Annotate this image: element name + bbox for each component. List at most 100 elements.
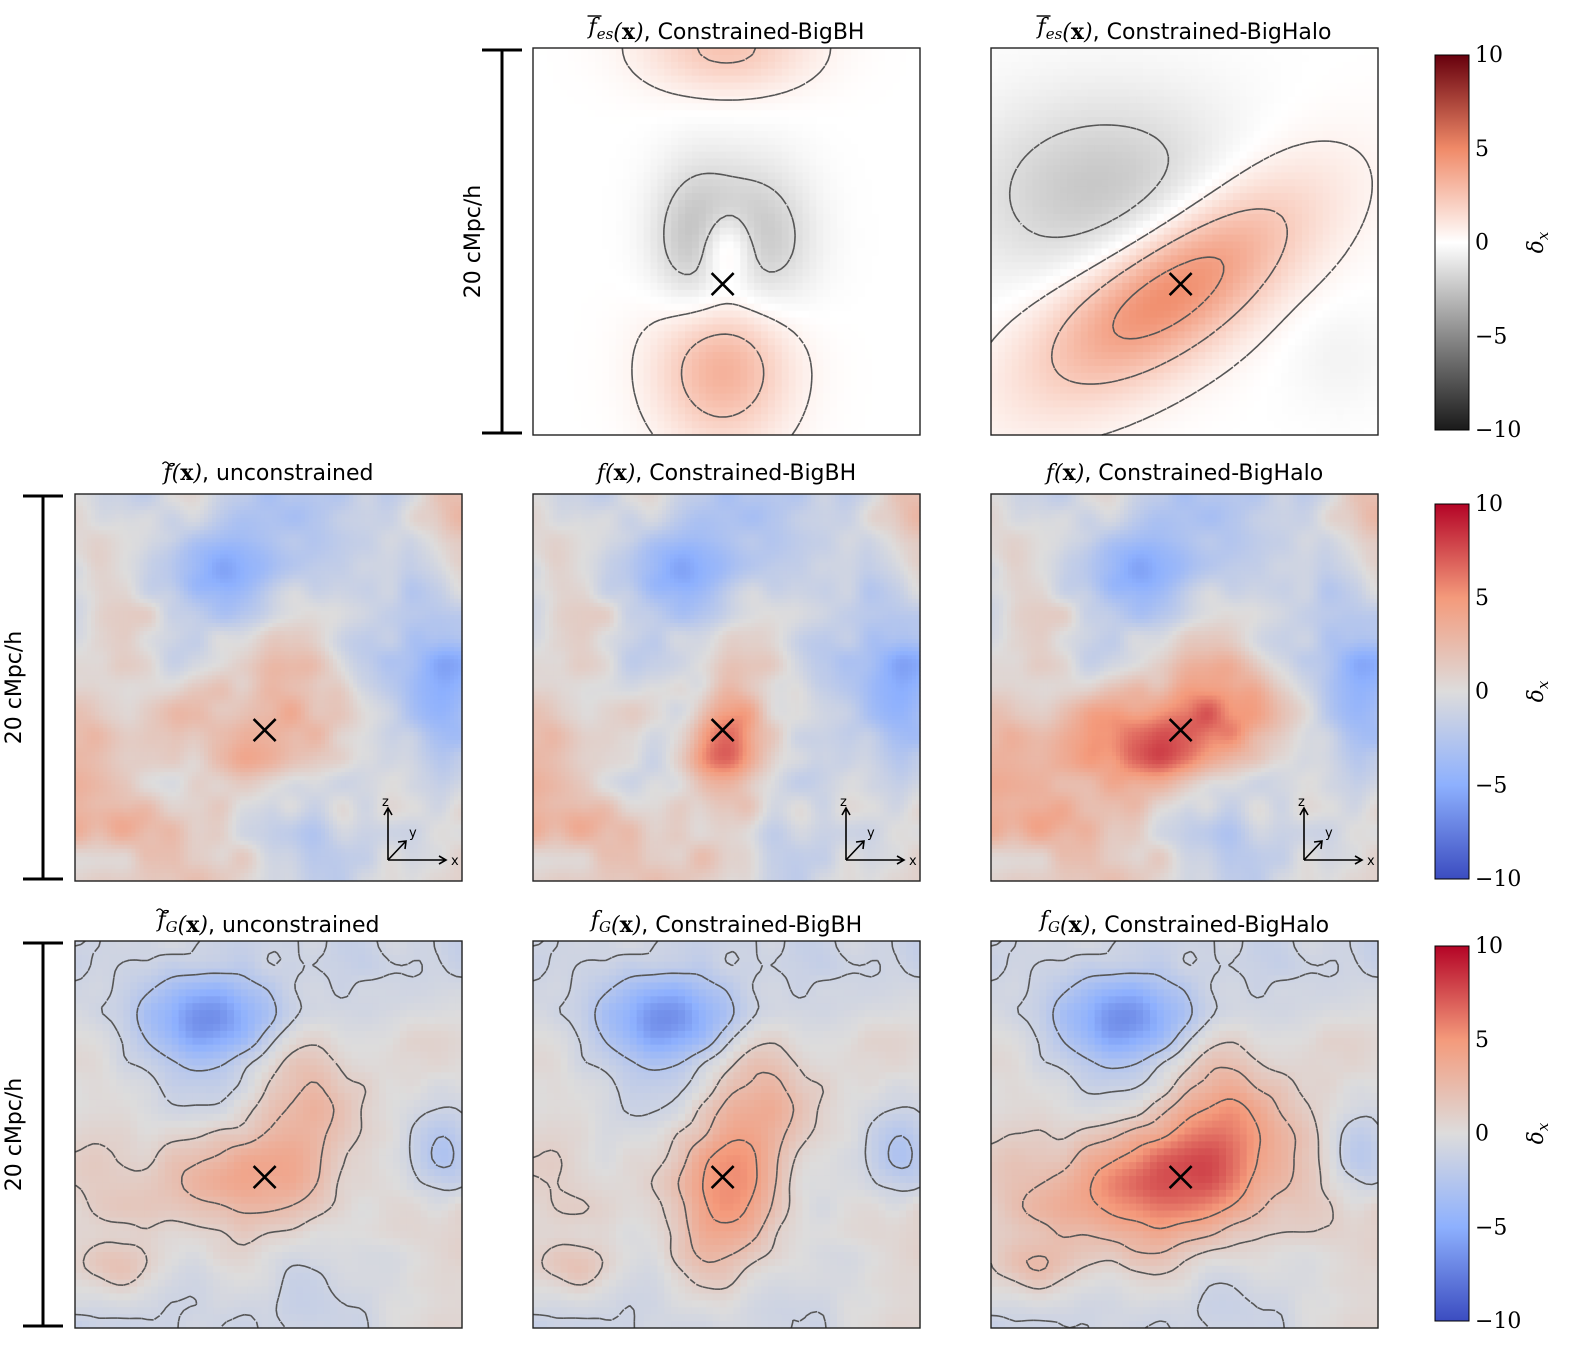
heatmap-cell bbox=[623, 89, 631, 97]
heatmap-cell bbox=[568, 159, 576, 167]
heatmap-cell bbox=[540, 165, 548, 173]
heatmap-cell bbox=[554, 304, 562, 312]
heatmap-cell bbox=[616, 394, 624, 402]
heatmap-cell bbox=[581, 48, 589, 56]
heatmap-cell bbox=[581, 345, 589, 353]
heatmap-cell bbox=[533, 366, 541, 374]
heatmap-cell bbox=[568, 407, 576, 415]
heatmap-cell bbox=[581, 407, 589, 415]
heatmap-cell bbox=[602, 89, 610, 97]
heatmap-cell bbox=[540, 193, 548, 201]
heatmap-cell bbox=[554, 338, 562, 346]
heatmap-cell bbox=[561, 96, 569, 104]
heatmap-cell bbox=[533, 276, 541, 284]
heatmap-cell bbox=[637, 352, 645, 360]
heatmap-cell bbox=[595, 380, 603, 388]
heatmap-cell bbox=[568, 131, 576, 139]
heatmap-cell bbox=[616, 345, 624, 353]
heatmap-cell bbox=[630, 304, 638, 312]
heatmap-cell bbox=[609, 62, 617, 70]
heatmap-cell bbox=[533, 207, 541, 215]
heatmap-cell bbox=[540, 131, 548, 139]
heatmap-cell bbox=[533, 338, 541, 346]
heatmap-cell bbox=[602, 331, 610, 339]
heatmap-cell bbox=[595, 345, 603, 353]
heatmap-cell bbox=[581, 380, 589, 388]
heatmap-cell bbox=[533, 179, 541, 187]
heatmap-cell bbox=[644, 394, 652, 402]
heatmap-cell bbox=[616, 76, 624, 84]
heatmap-cell bbox=[568, 366, 576, 374]
heatmap-cell bbox=[637, 103, 645, 111]
heatmap-cell bbox=[540, 290, 548, 298]
heatmap-cell bbox=[581, 373, 589, 381]
heatmap-cell bbox=[644, 138, 652, 146]
heatmap-cell bbox=[533, 221, 541, 229]
heatmap-cell bbox=[581, 276, 589, 284]
heatmap-cell bbox=[581, 152, 589, 160]
heatmap-cell bbox=[533, 345, 541, 353]
heatmap-cell bbox=[595, 269, 603, 277]
heatmap-cell bbox=[609, 373, 617, 381]
heatmap-cell bbox=[616, 117, 624, 125]
heatmap-cell bbox=[554, 248, 562, 256]
heatmap-cell bbox=[616, 414, 624, 422]
heatmap-cell bbox=[540, 276, 548, 284]
heatmap-cell bbox=[595, 200, 603, 208]
heatmap-cell bbox=[637, 421, 645, 429]
heatmap-cell bbox=[568, 96, 576, 104]
heatmap-cell bbox=[574, 331, 582, 339]
heatmap-cell bbox=[574, 400, 582, 408]
heatmap-cell bbox=[616, 96, 624, 104]
heatmap-cell bbox=[581, 414, 589, 422]
heatmap-cell bbox=[554, 165, 562, 173]
heatmap-cell bbox=[554, 366, 562, 374]
heatmap-cell bbox=[644, 172, 652, 180]
heatmap-cell bbox=[547, 359, 555, 367]
heatmap-cell bbox=[602, 345, 610, 353]
heatmap-cell bbox=[581, 117, 589, 125]
heatmap-cell bbox=[637, 255, 645, 263]
heatmap-cell bbox=[533, 352, 541, 360]
heatmap-cell bbox=[609, 235, 617, 243]
heatmap-cell bbox=[609, 304, 617, 312]
heatmap-cell bbox=[644, 207, 652, 215]
heatmap-cell bbox=[602, 380, 610, 388]
heatmap-cell bbox=[644, 290, 652, 298]
heatmap-cell bbox=[609, 407, 617, 415]
heatmap-cell bbox=[644, 110, 652, 118]
heatmap-cell bbox=[637, 387, 645, 395]
heatmap-cell bbox=[540, 366, 548, 374]
heatmap-cell bbox=[533, 414, 541, 422]
heatmap-cell bbox=[616, 228, 624, 236]
heatmap-cell bbox=[644, 242, 652, 250]
heatmap-cell bbox=[616, 338, 624, 346]
heatmap-cell bbox=[568, 255, 576, 263]
heatmap-cell bbox=[630, 48, 638, 56]
heatmap-cell bbox=[581, 207, 589, 215]
heatmap-cell bbox=[630, 359, 638, 367]
heatmap-cell bbox=[602, 159, 610, 167]
heatmap-cell bbox=[595, 89, 603, 97]
heatmap-cell bbox=[568, 387, 576, 395]
heatmap-cell bbox=[644, 145, 652, 153]
heatmap-cell bbox=[547, 179, 555, 187]
heatmap-cell bbox=[588, 262, 596, 270]
heatmap-cell bbox=[540, 76, 548, 84]
heatmap-cell bbox=[595, 324, 603, 332]
heatmap-cell bbox=[595, 124, 603, 132]
heatmap-cell bbox=[644, 124, 652, 132]
heatmap-cell bbox=[561, 276, 569, 284]
heatmap-cell bbox=[630, 179, 638, 187]
heatmap-cell bbox=[574, 283, 582, 291]
heatmap-cell bbox=[609, 345, 617, 353]
heatmap-cell bbox=[574, 290, 582, 298]
heatmap-cell bbox=[588, 145, 596, 153]
heatmap-cell bbox=[554, 394, 562, 402]
heatmap-cell bbox=[533, 394, 541, 402]
heatmap-cell bbox=[581, 172, 589, 180]
heatmap-cell bbox=[609, 159, 617, 167]
heatmap-cell bbox=[533, 311, 541, 319]
heatmap-cell bbox=[574, 138, 582, 146]
heatmap-cell bbox=[644, 186, 652, 194]
